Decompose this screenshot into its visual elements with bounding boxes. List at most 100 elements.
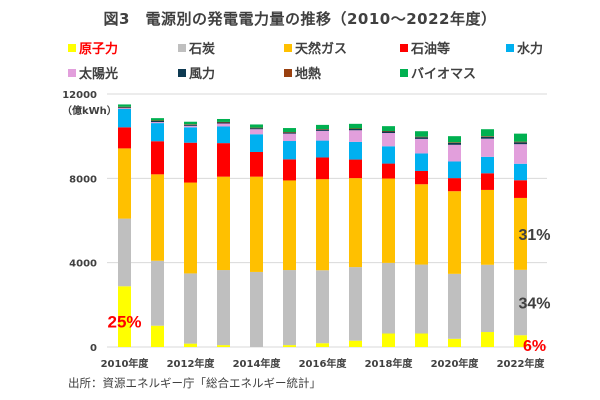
- bar-segment-8: [118, 104, 131, 107]
- bar-segment-2: [481, 189, 494, 265]
- bar-segment-4: [250, 134, 263, 152]
- bar-segment-1: [415, 264, 428, 334]
- legend-label: 石炭: [189, 42, 216, 57]
- bar-segment-7: [382, 131, 395, 132]
- bar-segment-8: [250, 124, 263, 128]
- bar-segment-1: [151, 260, 164, 326]
- legend-label: 石油等: [411, 42, 451, 57]
- x-tick-label: 2016年度: [299, 357, 348, 370]
- bar-segment-2: [250, 176, 263, 272]
- bar-segment-5: [481, 138, 494, 157]
- x-tick-label: 2018年度: [365, 357, 414, 370]
- bar-segment-7: [184, 124, 197, 125]
- bar-segment-2: [415, 184, 428, 265]
- bar-segment-2: [316, 179, 329, 271]
- bar-segment-5: [349, 130, 362, 142]
- source-note: 出所：資源エネルギー庁「総合エネルギー統計」: [68, 376, 321, 390]
- bar-segment-6: [481, 136, 494, 139]
- bar-segment-0: [118, 286, 131, 347]
- y-tick-label: 0: [90, 343, 97, 354]
- bar-segment-2: [382, 178, 395, 263]
- bar-segment-5: [118, 108, 131, 109]
- bar-segment-4: [448, 161, 461, 179]
- bar-segment-6: [514, 142, 527, 145]
- bar-segment-8: [415, 131, 428, 137]
- legend-label: 原子力: [79, 42, 119, 57]
- bar-segment-7: [250, 127, 263, 129]
- bar-segment-5: [151, 122, 164, 124]
- bar-segment-4: [349, 141, 362, 160]
- bar-segment-8: [481, 129, 494, 137]
- bar-segment-6: [415, 137, 428, 139]
- bar-segment-5: [250, 129, 263, 135]
- bar-segment-3: [481, 173, 494, 190]
- bar-segment-1: [250, 271, 263, 347]
- bar-segment-3: [184, 142, 197, 183]
- bar-segment-2: [184, 182, 197, 274]
- legend-item-coal: 石炭: [178, 38, 215, 57]
- bar-segment-4: [514, 163, 527, 181]
- bar-segment-2: [448, 191, 461, 274]
- bar-segment-8: [151, 118, 164, 121]
- legend-item-oil: 石油等: [400, 38, 450, 57]
- bar-segment-3: [349, 159, 362, 179]
- x-tick-label: 2010年度: [101, 357, 150, 370]
- legend-swatch-wind: [178, 68, 186, 77]
- bar-segment-8: [382, 126, 395, 132]
- bar-segment-2: [283, 180, 296, 271]
- bar-segment-0: [481, 332, 494, 347]
- legend-item-hydro: 水力: [506, 38, 543, 57]
- legend-swatch-oil: [400, 43, 408, 52]
- bar-segment-3: [514, 180, 527, 198]
- data-label-annotation: 34%: [518, 296, 550, 313]
- y-tick-label: 8000: [69, 174, 97, 185]
- bar-segment-3: [217, 143, 230, 177]
- legend-swatch-coal: [178, 43, 186, 52]
- bar-segment-6: [118, 107, 131, 109]
- bar-segment-3: [151, 141, 164, 175]
- legend-swatch-solar: [68, 68, 76, 77]
- bar-segment-1: [514, 269, 527, 336]
- bar-segment-4: [382, 146, 395, 164]
- bar-segment-0: [283, 345, 296, 347]
- bar-segment-5: [448, 144, 461, 162]
- bar-segment-1: [349, 267, 362, 341]
- bar-segment-1: [118, 218, 131, 287]
- bar-segment-7: [481, 136, 494, 137]
- legend-swatch-nuclear: [68, 43, 76, 52]
- data-label-annotation: 6%: [523, 338, 546, 355]
- legend-item-biomass: バイオマス: [400, 63, 476, 82]
- y-tick-label: 4000: [69, 259, 97, 270]
- bar-segment-6: [316, 129, 329, 131]
- bar-segment-6: [184, 124, 197, 126]
- legend-label: 水力: [517, 42, 544, 57]
- bar-segment-0: [448, 338, 461, 347]
- bar-segment-5: [316, 130, 329, 141]
- bar-segment-7: [514, 141, 527, 143]
- bar-segment-0: [349, 340, 362, 347]
- legend-label: 天然ガス: [295, 42, 348, 57]
- bar-segment-8: [514, 133, 527, 142]
- bar-segment-7: [349, 128, 362, 129]
- y-tick-label: 12000: [62, 90, 97, 101]
- bar-segment-7: [316, 129, 329, 130]
- bar-segment-2: [151, 174, 164, 261]
- legend-label: 風力: [189, 67, 216, 82]
- bar-segment-4: [151, 123, 164, 142]
- legend-item-lng: 天然ガス: [284, 38, 347, 57]
- bar-segment-8: [349, 123, 362, 129]
- bar-segment-5: [514, 144, 527, 164]
- legend-item-nuclear: 原子力: [68, 38, 118, 57]
- bar-segment-6: [283, 132, 296, 134]
- bar-segment-0: [184, 343, 197, 347]
- legend-swatch-biomass: [400, 68, 408, 77]
- bar-segment-7: [448, 142, 461, 143]
- bar-segment-0: [316, 343, 329, 347]
- bar-segment-3: [118, 127, 131, 149]
- bar-segment-1: [217, 270, 230, 346]
- bar-segment-4: [217, 126, 230, 144]
- bar-segment-7: [151, 120, 164, 121]
- bar-segment-0: [415, 333, 428, 347]
- bar-segment-8: [184, 121, 197, 125]
- bar-segment-7: [283, 132, 296, 133]
